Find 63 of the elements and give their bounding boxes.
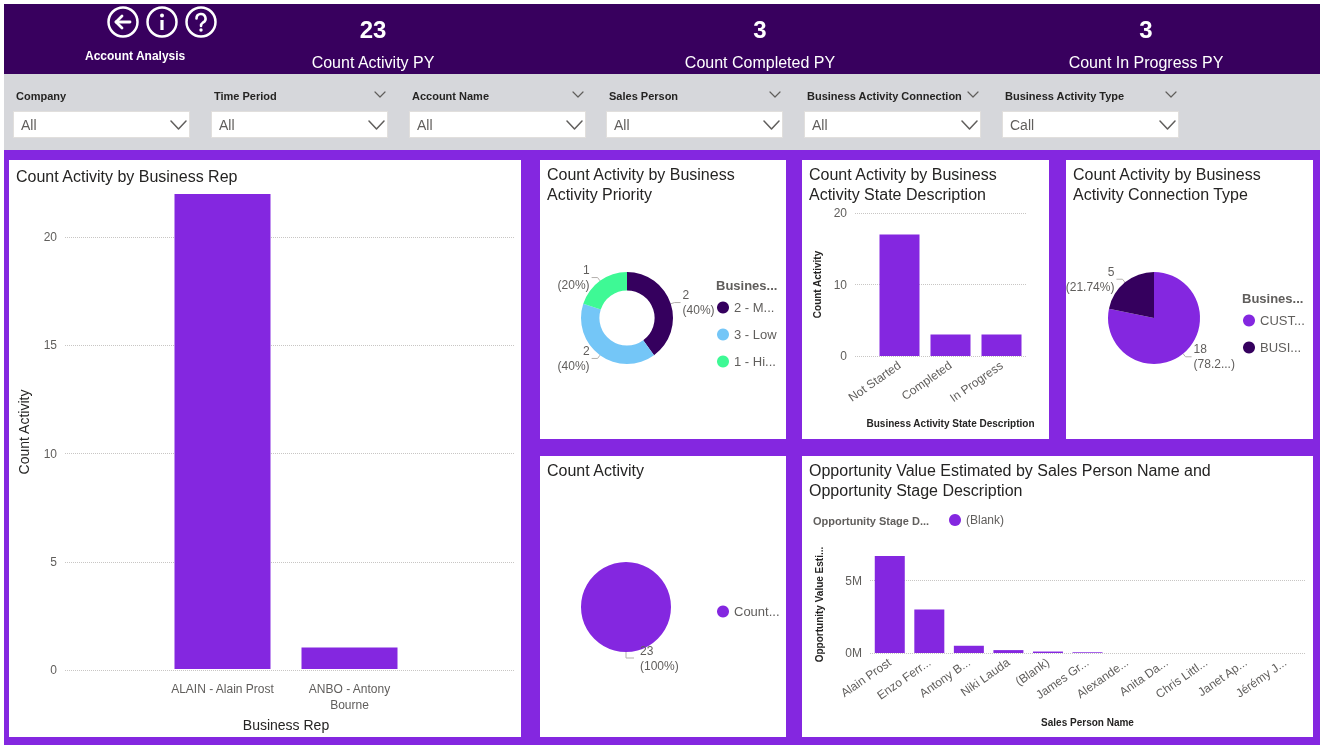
category-label: Company [16, 90, 67, 102]
category-label: Time Period [214, 90, 277, 102]
y-axis-title: Count Activity [812, 250, 824, 319]
y-tick-label: 5M [845, 573, 862, 588]
category-label: Business Activity Type [1005, 90, 1125, 102]
text: All [21, 117, 37, 133]
category-label: Count Completed PY [684, 54, 836, 71]
y-axis-title: Count Activity [16, 389, 32, 475]
y-tick-label: 0M [845, 646, 862, 660]
y-tick-label: 15 [43, 338, 58, 353]
text: Account Analysis [85, 49, 186, 63]
data-label: 2 (40%) [682, 288, 715, 318]
x-axis-title: Business Activity State Description [866, 417, 1035, 429]
legend-label: 1 - Hi... [734, 354, 776, 369]
y-tick-label: 10 [833, 277, 848, 292]
text: Call [1010, 117, 1035, 133]
data-label: 23 (100%) [640, 643, 679, 673]
y-tick-label: 5 [50, 554, 58, 569]
y-tick-label: 0 [840, 349, 848, 363]
legend-title: Busines... [716, 278, 778, 293]
legend-title: Opportunity Stage D... [813, 514, 930, 527]
legend-label: Count... [734, 604, 780, 619]
data-label: 5 (21.74%) [1065, 264, 1115, 294]
x-tick-label: ANBO - Antony Bourne [308, 682, 391, 713]
chart-title: Count Activity by Business Activity State Description [809, 166, 997, 203]
chart-title: Count Activity by Business Activity Connection Type [1073, 166, 1261, 203]
data-label: 3 [1139, 16, 1153, 43]
category-label: Count Activity PY [311, 54, 435, 71]
data-label: 2 (40%) [557, 343, 590, 373]
x-tick-label: ALAIN - Alain Prost [171, 682, 275, 697]
legend-label: (Blank) [966, 513, 1005, 527]
y-tick-label: 10 [43, 446, 58, 461]
y-axis-title: Opportunity Value Esti... [813, 546, 825, 663]
chart-title: Opportunity Value Estimated by Sales Person Name and Opportunity Stage Description [809, 462, 1211, 499]
data-label: 1 (20%) [557, 263, 590, 293]
y-tick-label: 20 [43, 230, 58, 245]
category-label: Account Name [412, 90, 490, 102]
text: All [812, 117, 828, 133]
bar [874, 556, 905, 653]
bar [953, 645, 984, 653]
legend-label: 2 - M... [734, 300, 775, 315]
legend-label: 3 - Low [734, 327, 778, 342]
x-axis-title: Sales Person Name [1041, 716, 1135, 728]
bar [993, 650, 1024, 653]
x-axis-title: Business Rep [242, 717, 330, 733]
data-label: 3 [753, 16, 767, 43]
chart-title: Count Activity [547, 462, 644, 479]
category-label: Count In Progress PY [1068, 54, 1224, 71]
text: All [417, 117, 433, 133]
bar [914, 609, 945, 653]
chart-title: Count Activity by Business Activity Priority [547, 166, 735, 203]
y-tick-label: 20 [833, 206, 848, 220]
legend-label: BUSI... [1260, 340, 1302, 355]
text: All [614, 117, 630, 133]
data-label: 18 (78.2...) [1193, 342, 1235, 372]
legend-label: CUST... [1260, 313, 1305, 328]
category-label: Business Activity Connection [807, 90, 962, 102]
category-label: Sales Person [609, 90, 679, 102]
legend-title: Busines... [1242, 291, 1304, 306]
chart-title: Count Activity by Business Rep [16, 168, 238, 185]
y-tick-label: 0 [50, 663, 58, 677]
data-label: 23 [359, 16, 387, 43]
text: All [219, 117, 235, 133]
